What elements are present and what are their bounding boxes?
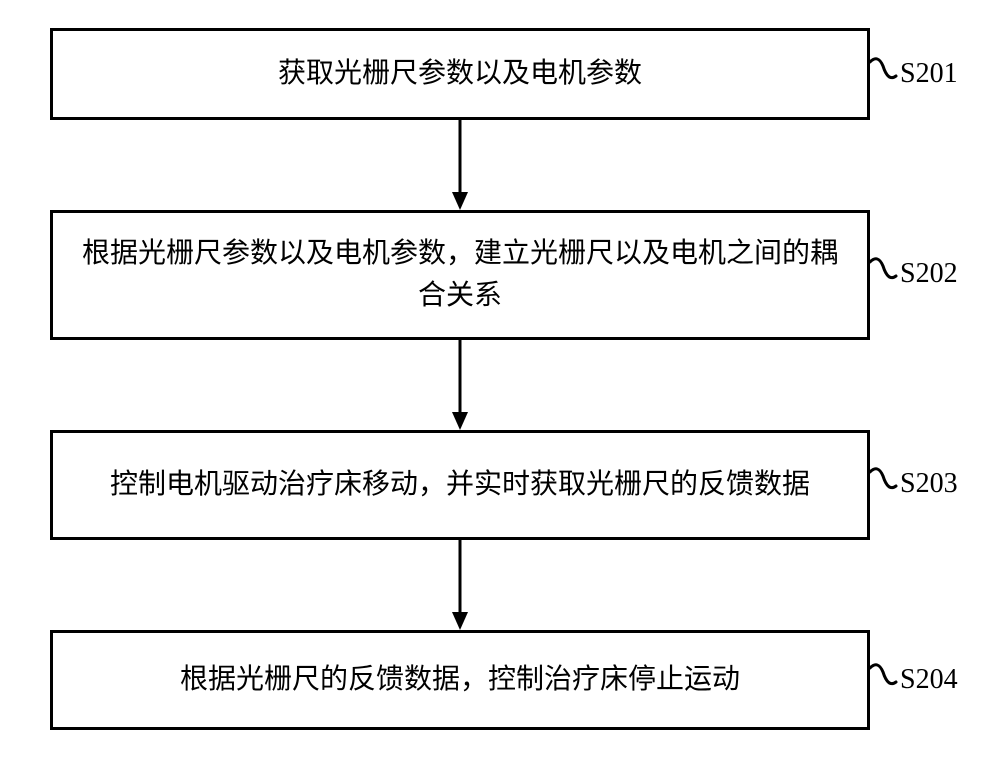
flow-node-s204-text: 根据光栅尺的反馈数据，控制治疗床停止运动 bbox=[180, 659, 740, 701]
step-label-s201: S201 bbox=[900, 58, 958, 90]
squiggle-connector bbox=[868, 254, 898, 294]
flow-node-s201-text: 获取光栅尺参数以及电机参数 bbox=[278, 53, 642, 95]
flow-node-s204: 根据光栅尺的反馈数据，控制治疗床停止运动 bbox=[50, 630, 870, 730]
flow-node-s202: 根据光栅尺参数以及电机参数，建立光栅尺以及电机之间的耦合关系 bbox=[50, 210, 870, 340]
flow-arrow bbox=[452, 340, 468, 432]
flow-arrow bbox=[452, 540, 468, 632]
flow-node-s202-text: 根据光栅尺参数以及电机参数，建立光栅尺以及电机之间的耦合关系 bbox=[73, 233, 847, 317]
flow-node-s201: 获取光栅尺参数以及电机参数 bbox=[50, 28, 870, 120]
flowchart-canvas: 获取光栅尺参数以及电机参数 S201 根据光栅尺参数以及电机参数，建立光栅尺以及… bbox=[0, 0, 1000, 767]
step-label-s204: S204 bbox=[900, 664, 958, 696]
squiggle-connector bbox=[868, 464, 898, 504]
squiggle-connector bbox=[868, 54, 898, 94]
flow-node-s203-text: 控制电机驱动治疗床移动，并实时获取光栅尺的反馈数据 bbox=[110, 464, 810, 506]
step-label-s202: S202 bbox=[900, 258, 958, 290]
squiggle-connector bbox=[868, 660, 898, 700]
flow-arrow bbox=[452, 120, 468, 212]
step-label-s203: S203 bbox=[900, 468, 958, 500]
flow-node-s203: 控制电机驱动治疗床移动，并实时获取光栅尺的反馈数据 bbox=[50, 430, 870, 540]
